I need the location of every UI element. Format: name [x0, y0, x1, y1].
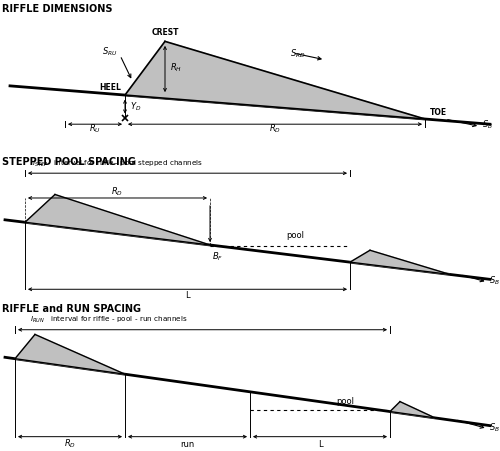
Text: TOE: TOE	[430, 108, 447, 117]
Text: $S_B$: $S_B$	[482, 119, 494, 131]
Polygon shape	[25, 194, 210, 245]
Text: $Y_D$: $Y_D$	[130, 100, 141, 113]
Text: $I_{STEP}$   interval for riffle - pool stepped channels: $I_{STEP}$ interval for riffle - pool st…	[32, 159, 204, 169]
Text: $I_{RUN}$   interval for riffle - pool - run channels: $I_{RUN}$ interval for riffle - pool - r…	[30, 315, 188, 325]
Text: pool: pool	[336, 397, 354, 406]
Text: run: run	[180, 440, 194, 449]
Polygon shape	[125, 41, 425, 119]
Text: RIFFLE and RUN SPACING: RIFFLE and RUN SPACING	[2, 304, 141, 314]
Polygon shape	[350, 250, 450, 275]
Text: L: L	[185, 291, 190, 300]
Text: $S_B$: $S_B$	[489, 421, 500, 434]
Text: $R_U$: $R_U$	[89, 122, 101, 134]
Polygon shape	[15, 335, 125, 374]
Text: CREST: CREST	[151, 28, 179, 37]
Text: L: L	[318, 440, 322, 449]
Polygon shape	[390, 402, 435, 418]
Text: $R_D$: $R_D$	[112, 185, 124, 198]
Text: $S_{RD}$: $S_{RD}$	[290, 47, 306, 60]
Text: $S_B$: $S_B$	[489, 275, 500, 287]
Text: $S_{RU}$: $S_{RU}$	[102, 45, 118, 58]
Text: pool: pool	[286, 231, 304, 240]
Text: $B_F$: $B_F$	[212, 251, 224, 263]
Text: HEEL: HEEL	[99, 83, 121, 92]
Text: RIFFLE DIMENSIONS: RIFFLE DIMENSIONS	[2, 4, 113, 14]
Text: STEPPED POOL SPACING: STEPPED POOL SPACING	[2, 157, 136, 167]
Text: $R_D$: $R_D$	[64, 437, 76, 450]
Text: $R_D$: $R_D$	[269, 122, 281, 134]
Text: $R_H$: $R_H$	[170, 62, 182, 74]
